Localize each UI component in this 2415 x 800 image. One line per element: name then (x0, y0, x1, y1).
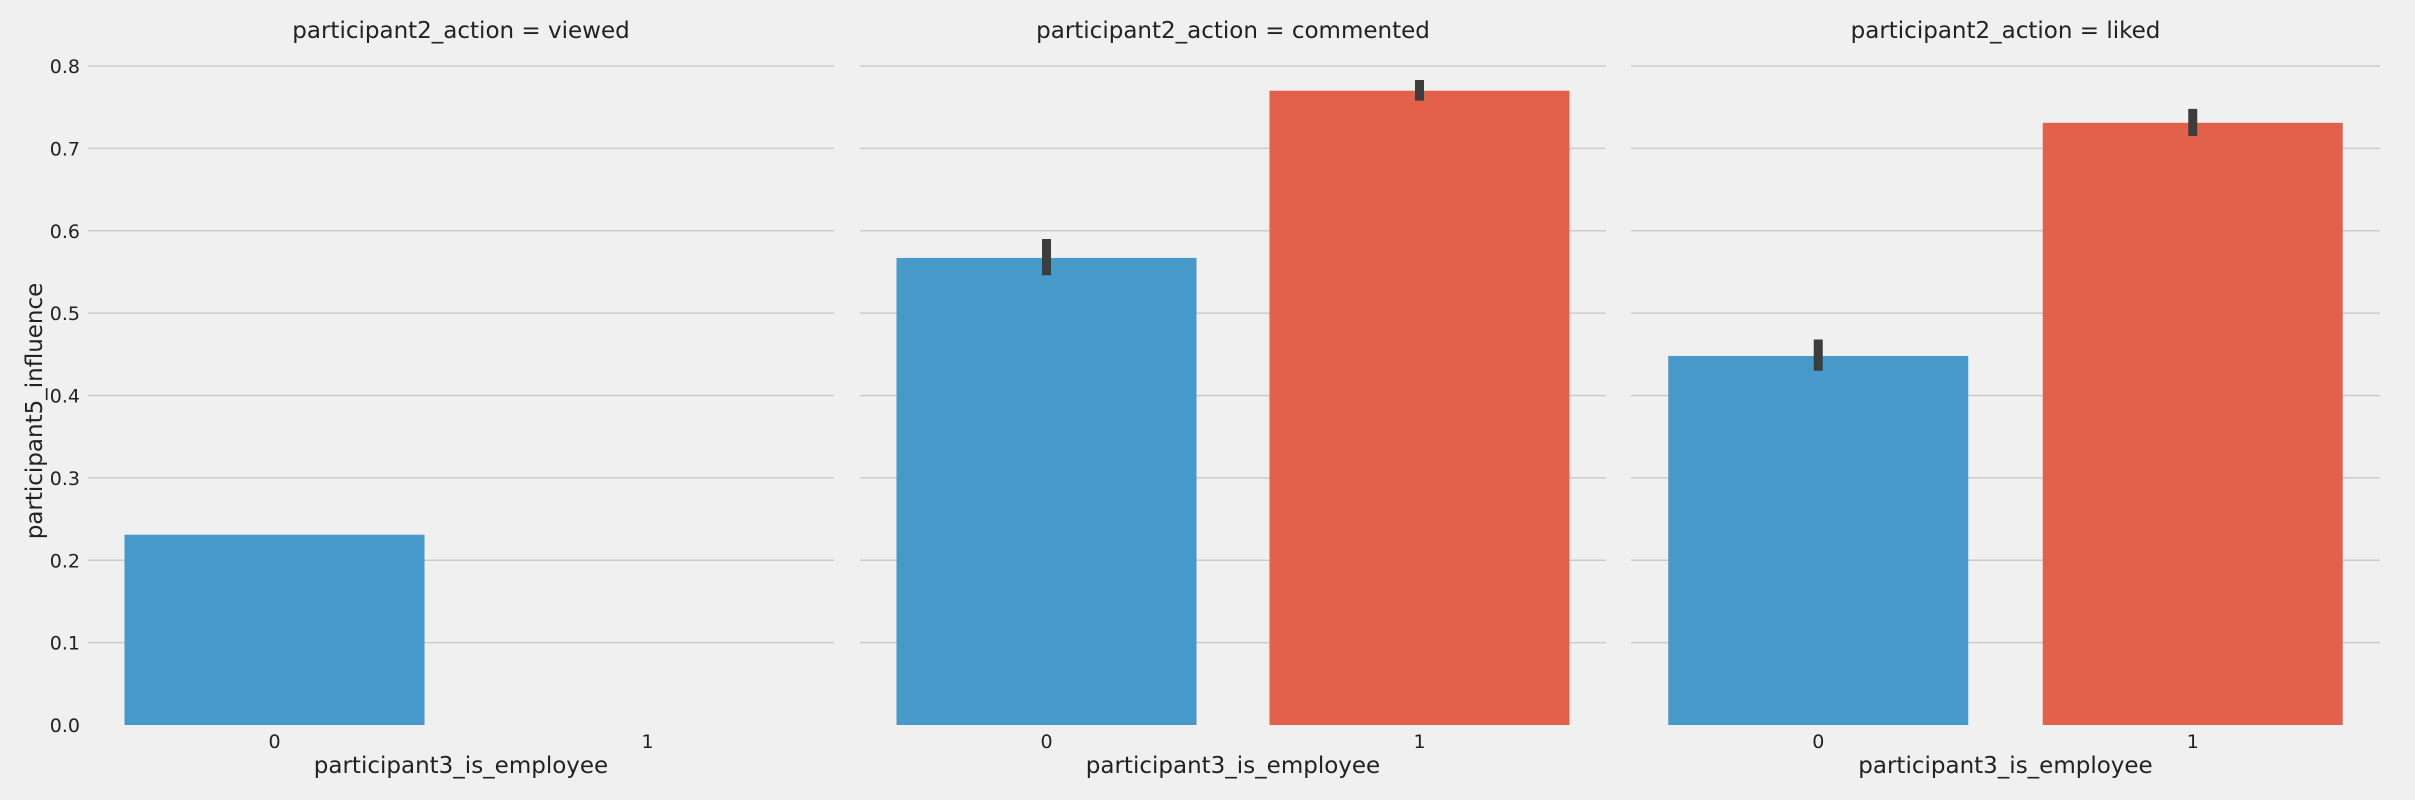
y-tick-label: 0.3 (50, 468, 80, 490)
bar (896, 257, 1197, 725)
bar (1668, 355, 1969, 725)
x-tick-label: 1 (641, 731, 653, 753)
panel-title: participant2_action = commented (1036, 18, 1430, 44)
bar (2042, 122, 2343, 726)
facet-panel: participant2_action = viewed 0 1 participan… (88, 18, 834, 779)
facet-panel: participant2_action = liked 0 1 participant… (1631, 18, 2380, 779)
y-tick-label: 0.1 (50, 633, 80, 655)
y-tick-label: 0.2 (50, 550, 80, 572)
panel-title: participant2_action = liked (1851, 18, 2161, 44)
panel-title: participant2_action = viewed (292, 18, 629, 44)
y-tick-label: 0.5 (50, 303, 80, 325)
y-tick-label: 0.7 (50, 138, 80, 160)
x-tick-label: 1 (2187, 731, 2199, 753)
x-tick-label: 0 (1040, 731, 1052, 753)
bar (1269, 90, 1570, 725)
y-tick-label: 0.4 (50, 386, 80, 408)
bar (124, 534, 425, 725)
y-tick-label: 0.6 (50, 221, 80, 243)
y-tick-label: 0.8 (50, 56, 80, 78)
x-tick-label: 0 (268, 731, 280, 753)
x-axis-label: participant3_is_employee (1086, 753, 1380, 779)
x-axis-label: participant3_is_employee (1858, 753, 2152, 779)
y-tick-label: 0.0 (50, 715, 80, 737)
x-tick-label: 0 (1812, 731, 1824, 753)
x-tick-label: 1 (1413, 731, 1425, 753)
facet-panel: participant2_action = commented 0 1 partici… (860, 18, 1606, 779)
x-axis-label: participant3_is_employee (314, 753, 608, 779)
y-axis-label: participant5_influence (22, 283, 48, 540)
